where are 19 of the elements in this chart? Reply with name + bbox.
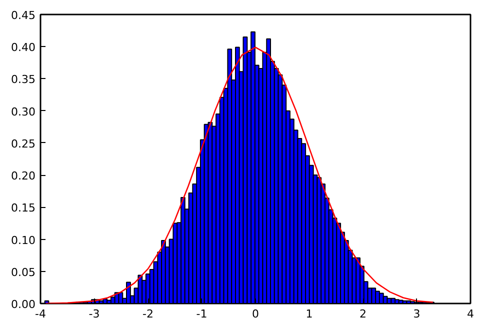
y-tick-label: 0.25 xyxy=(11,137,36,150)
y-tick-label: 0.15 xyxy=(11,202,36,215)
x-tick-label: 0 xyxy=(252,308,259,320)
y-tick-label: 0.00 xyxy=(11,298,36,311)
y-tick-label: 0.45 xyxy=(11,9,36,22)
x-tick-label: 1 xyxy=(306,308,313,320)
x-tick-label: 3 xyxy=(413,308,420,320)
y-tick-label: 0.30 xyxy=(11,105,36,118)
y-tick-label: 0.35 xyxy=(11,73,36,86)
x-tick-label: -3 xyxy=(88,308,100,320)
x-tick-label: -1 xyxy=(196,308,208,320)
x-tick-label: -2 xyxy=(142,308,154,320)
x-tick-label: 2 xyxy=(360,308,366,320)
y-tick-label: 0.40 xyxy=(11,41,36,54)
y-tick-label: 0.05 xyxy=(11,266,36,279)
y-tick-label: 0.20 xyxy=(11,170,36,183)
y-tick-label: 0.10 xyxy=(11,234,36,247)
x-tick-label: -4 xyxy=(35,308,46,320)
x-tick-label: 4 xyxy=(467,308,474,320)
